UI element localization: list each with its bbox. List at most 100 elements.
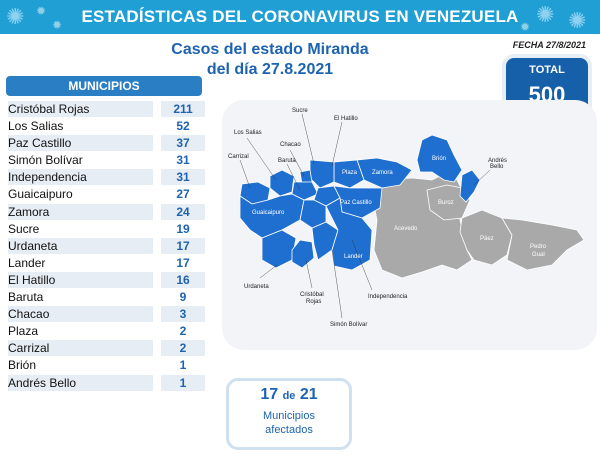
- municipio-name: Independencia: [8, 169, 153, 186]
- virus-icon: ✹: [520, 20, 531, 34]
- affected-summary-box: 17 de 21 Municipios afectados: [226, 378, 352, 450]
- municipios-header: MUNICIPIOS: [6, 76, 202, 96]
- map-label-andres-bello-1: Andrés: [488, 158, 507, 164]
- map-label-paez: Páez: [480, 236, 494, 242]
- page-title: ESTADÍSTICAS DEL CORONAVIRUS EN VENEZUEL…: [81, 7, 519, 26]
- table-row: Sucre 19: [6, 220, 206, 238]
- map-label-independencia: Independencia: [368, 294, 408, 300]
- map-region-andres-bello: [459, 169, 481, 203]
- map-label-los-salias: Los Salias: [234, 130, 262, 136]
- map-label-simon-bolivar: Simón Bolívar: [330, 322, 367, 328]
- municipio-cases: 16: [161, 271, 205, 288]
- municipios-table: Cristóbal Rojas 211 Los Salias 52 Paz Cast…: [6, 101, 206, 392]
- municipio-cases: 2: [179, 324, 187, 339]
- municipio-name: Baruta: [8, 289, 153, 306]
- map-label-sucre: Sucre: [292, 108, 308, 114]
- municipio-name: Carrizal: [8, 340, 153, 357]
- map-label-el-hatillo: El Hatillo: [334, 116, 358, 122]
- municipio-cases: 211: [161, 101, 205, 117]
- municipio-name: Urdaneta: [8, 237, 153, 254]
- map-region-sucre: [309, 159, 335, 189]
- affected-de: de: [282, 390, 296, 402]
- table-row: Cristóbal Rojas 211: [6, 101, 206, 118]
- affected-total: 21: [299, 386, 318, 403]
- table-row: Plaza 2: [6, 323, 206, 340]
- municipio-name: Simón Bolívar: [8, 152, 153, 169]
- table-row: Independencia 31: [6, 169, 206, 186]
- municipio-cases: 2: [161, 340, 205, 357]
- table-row: Urdaneta 17: [6, 237, 206, 255]
- map-label-zamora: Zamora: [372, 170, 393, 176]
- miranda-map: Sucre El Hatillo Los Salias Chacao Carri…: [228, 108, 585, 328]
- municipio-cases: 24: [161, 203, 205, 220]
- map-label-cristobal-rojas-2: Rojas: [306, 299, 321, 305]
- virus-icon: ✹: [52, 18, 63, 32]
- map-region-urdaneta: [261, 229, 297, 269]
- table-row: Chacao 3: [6, 306, 206, 323]
- subtitle-line2: del día 27.8.2021: [206, 61, 334, 78]
- map-label-buroz: Buroz: [438, 200, 454, 206]
- map-label-carrizal: Carrizal: [228, 154, 249, 160]
- municipio-name: Lander: [8, 254, 153, 271]
- affected-caption: Municipios afectados: [229, 409, 349, 437]
- municipio-name: Sucre: [8, 220, 153, 237]
- map-label-acevedo: Acevedo: [394, 226, 418, 232]
- affected-line1: Municipios: [263, 410, 315, 422]
- municipio-name: Chacao: [8, 306, 153, 323]
- municipio-cases: 17: [161, 237, 205, 254]
- affected-line2: afectados: [265, 424, 313, 436]
- virus-icon: ✺: [6, 4, 25, 29]
- subtitle: Casos del estado Miranda del día 27.8.20…: [160, 40, 380, 80]
- municipio-name: Brión: [8, 357, 153, 374]
- municipio-cases: 17: [176, 255, 190, 270]
- map-region-zamora: [356, 157, 413, 189]
- municipio-cases: 37: [161, 135, 205, 152]
- table-row: El Hatillo 16: [6, 271, 206, 289]
- affected-count: 17 de 21: [229, 386, 349, 404]
- municipio-name: Cristóbal Rojas: [8, 101, 153, 117]
- total-label: TOTAL: [529, 64, 565, 76]
- date-label: FECHA 27/8/2021: [512, 40, 586, 50]
- header-banner: ✺ ✹ ✹ ✺ ✺ ✹ ESTADÍSTICAS DEL CORONAVIRUS…: [0, 0, 600, 34]
- map-label-chacao: Chacao: [280, 142, 301, 148]
- map-label-baruta: Baruta: [278, 158, 296, 164]
- table-row: Lander 17: [6, 254, 206, 272]
- map-label-plaza: Plaza: [342, 170, 358, 176]
- municipio-cases: 9: [179, 290, 187, 305]
- map-region-cristobal-rojas: [291, 239, 315, 269]
- municipio-cases: 27: [176, 187, 190, 202]
- table-row: Simón Bolívar 31: [6, 152, 206, 169]
- municipio-cases: 31: [161, 169, 205, 186]
- map-label-cristobal-rojas-1: Cristóbal: [300, 292, 324, 298]
- municipio-cases: 31: [176, 153, 190, 168]
- municipio-name: Zamora: [8, 203, 153, 220]
- virus-icon: ✺: [536, 2, 555, 27]
- map-region-paez: [459, 209, 513, 266]
- virus-icon: ✹: [36, 4, 47, 18]
- map-label-brion: Brión: [432, 156, 446, 162]
- map-region-independencia: [299, 199, 327, 229]
- table-row: Carrizal 2: [6, 340, 206, 357]
- subtitle-line1: Casos del estado Miranda: [171, 41, 369, 58]
- municipio-cases: 52: [176, 119, 190, 134]
- table-row: Paz Castillo 37: [6, 135, 206, 152]
- table-row: Andrés Bello 1: [6, 374, 206, 392]
- municipio-name: Los Salias: [8, 118, 153, 135]
- table-row: Brión 1: [6, 357, 206, 374]
- table-row: Guaicaipuro 27: [6, 186, 206, 203]
- map-region-los-salias: [269, 169, 295, 197]
- municipio-name: Paz Castillo: [8, 135, 153, 152]
- municipio-cases: 3: [161, 306, 205, 323]
- map-region-lander: [325, 197, 373, 271]
- map-label-lander: Lander: [344, 254, 363, 260]
- map-label-pedro-gual-1: Pedro: [530, 244, 547, 250]
- municipio-cases: 19: [176, 221, 190, 236]
- municipio-name: Andrés Bello: [8, 374, 153, 391]
- table-row: Baruta 9: [6, 289, 206, 306]
- map-label-pedro-gual-2: Gual: [532, 252, 545, 258]
- map-label-guaicaipuro: Guaicaipuro: [252, 210, 285, 216]
- table-row: Zamora 24: [6, 203, 206, 221]
- map-label-andres-bello-2: Bello: [490, 164, 504, 170]
- municipio-cases: 1: [161, 374, 205, 391]
- municipio-name: El Hatillo: [8, 271, 153, 288]
